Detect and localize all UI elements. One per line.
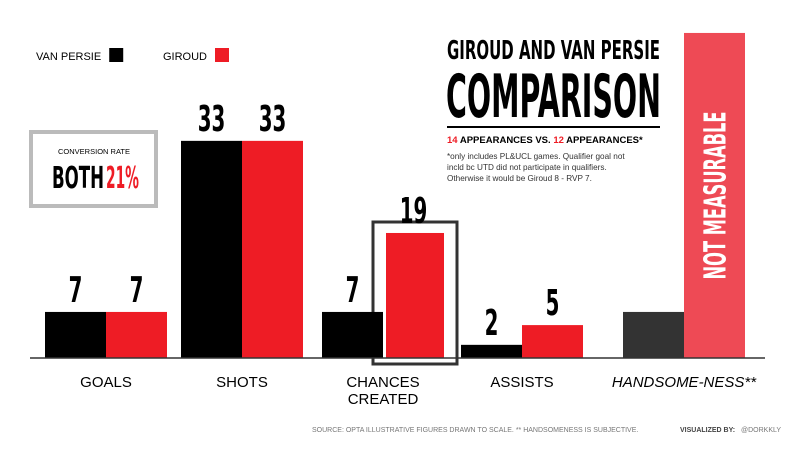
annotation: NOT MEASURABLE (699, 111, 734, 279)
bar (522, 325, 583, 358)
x-tick-label: CHANCES CREATED (346, 374, 419, 408)
callout-label: BOTH (52, 161, 104, 196)
legend-label: VAN PERSIE (36, 51, 101, 63)
callout-value: 21% (106, 161, 139, 196)
footer-credit-label: VISUALIZED BY: (680, 427, 735, 434)
note: *only includes PL&UCL games. Qualifier g… (447, 152, 625, 161)
callout-box (29, 130, 158, 208)
legend-swatch (215, 48, 229, 62)
highlight-box (371, 220, 459, 366)
value-label: 7 (346, 268, 360, 310)
count: 14 (447, 135, 458, 146)
bar (106, 311, 167, 358)
value-label: 33 (198, 97, 226, 139)
note: Otherwise it would be Giroud 8 - RVP 7. (447, 174, 592, 183)
chart-headline: COMPARISON (446, 62, 661, 132)
count: 12 (553, 135, 564, 146)
x-tick-label: SHOTS (216, 374, 268, 391)
footer-credit: @DORKKLY (741, 427, 781, 434)
footer-source: SOURCE: OPTA ILLUSTRATIVE FIGURES DRAWN … (312, 427, 638, 434)
value-label: 19 (400, 190, 428, 232)
x-tick-word: CHANCES (346, 374, 419, 391)
bar (181, 140, 242, 358)
bar (322, 311, 383, 358)
note: incld bc UTD did not participate in qual… (447, 163, 607, 172)
subtitle: 14 APPEARANCES VS. 12 APPEARANCES* (447, 135, 643, 146)
subtitle-text: APPEARANCES VS. (458, 135, 554, 146)
value-label: 5 (546, 282, 560, 324)
value-label: 7 (69, 268, 83, 310)
legend-swatch (109, 48, 124, 62)
bar (45, 311, 106, 358)
x-tick-word: CREATED (348, 391, 419, 408)
value-label: 33 (259, 97, 287, 139)
x-tick-label: HANDSOME-NESS** (612, 374, 757, 391)
x-tick-label: GOALS (80, 374, 132, 391)
bar (386, 232, 444, 358)
value-label: 7 (130, 268, 144, 310)
value-label: 2 (485, 301, 499, 343)
x-tick-label: ASSISTS (490, 374, 553, 391)
legend-label: GIROUD (163, 51, 207, 63)
callout-heading: CONVERSION RATE (58, 147, 130, 156)
bar (461, 344, 522, 358)
bar (684, 32, 745, 358)
bar (242, 140, 303, 358)
subtitle-text: APPEARANCES* (564, 135, 643, 146)
chart-title: GIROUD AND VAN PERSIE (447, 36, 660, 66)
bar (623, 311, 684, 358)
